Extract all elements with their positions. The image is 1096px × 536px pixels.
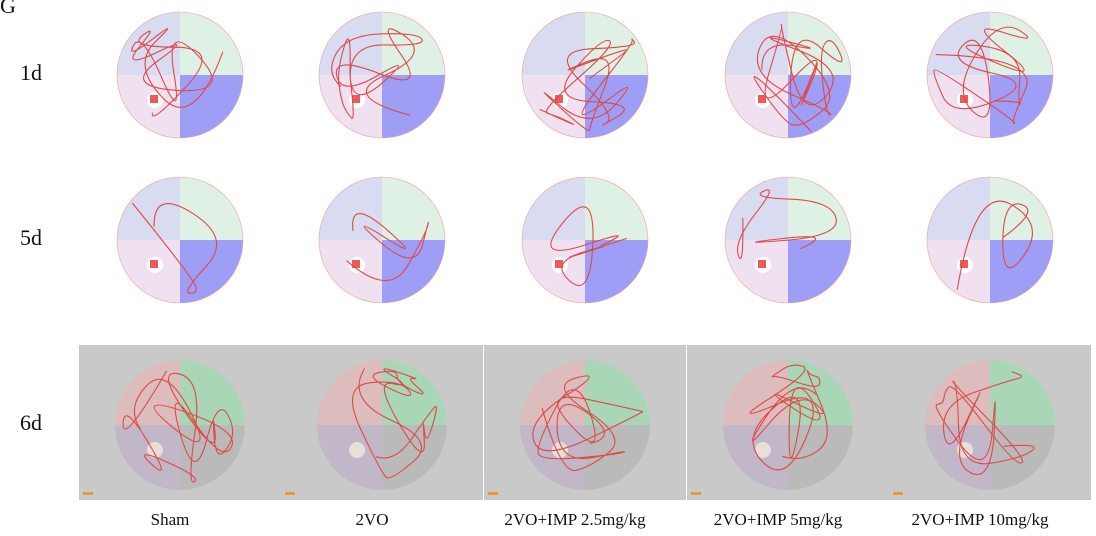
- quadrant: [788, 12, 851, 75]
- column-label: 2VO+IMP 5mg/kg: [714, 510, 843, 529]
- quadrant: [990, 177, 1053, 240]
- column-label: 2VO+IMP 2.5mg/kg: [504, 510, 646, 529]
- maze-cell: [117, 12, 243, 138]
- maze-cell: [725, 177, 851, 303]
- row-label: 6d: [20, 410, 42, 435]
- quadrants: [927, 177, 1053, 303]
- maze-cell: [117, 177, 243, 303]
- quadrant: [180, 75, 243, 138]
- quadrant: [927, 12, 990, 75]
- quadrant: [180, 12, 243, 75]
- quadrant: [788, 177, 851, 240]
- maze-cell: [725, 12, 851, 138]
- maze-cell: [319, 12, 445, 138]
- scale-bar: [488, 492, 498, 495]
- quadrant: [522, 75, 585, 138]
- scale-bar: [691, 492, 701, 495]
- quadrant: [725, 240, 788, 303]
- column-label: Sham: [151, 510, 190, 529]
- quadrants: [520, 360, 650, 490]
- figure: G 1d 5d 6d Sham 2VO 2VO+IMP 2.5mg/kg 2VO+IMP 5…: [0, 0, 1096, 536]
- panel-label: G: [0, 0, 16, 18]
- row-label: 5d: [20, 225, 42, 250]
- quadrants: [925, 360, 1055, 490]
- quadrant: [382, 240, 445, 303]
- maze-cell: [522, 12, 648, 138]
- quadrant: [522, 12, 585, 75]
- quadrant: [117, 177, 180, 240]
- quadrant: [522, 177, 585, 240]
- quadrants: [117, 12, 243, 138]
- quadrant: [382, 75, 445, 138]
- quadrant: [725, 177, 788, 240]
- column-label: 2VO+IMP 10mg/kg: [912, 510, 1049, 529]
- maze-cell: [687, 345, 889, 500]
- platform-marker: [150, 260, 158, 268]
- page: G 1d 5d 6d Sham 2VO 2VO+IMP 2.5mg/kg 2VO+IMP 5…: [0, 0, 1096, 536]
- quadrant: [117, 12, 180, 75]
- platform-marker: [758, 260, 766, 268]
- quadrants: [115, 360, 245, 490]
- platform-marker: [758, 95, 766, 103]
- quadrant: [788, 240, 851, 303]
- maze-cell: [889, 345, 1091, 500]
- row-label: 1d: [20, 60, 42, 85]
- maze-cell: [522, 177, 648, 303]
- scale-bar: [893, 492, 903, 495]
- maze-cell: [281, 345, 483, 500]
- quadrants: [522, 12, 648, 138]
- platform-marker: [150, 95, 158, 103]
- quadrant: [319, 240, 382, 303]
- quadrant: [319, 177, 382, 240]
- maze-cell: [79, 345, 281, 500]
- quadrants: [319, 177, 445, 303]
- quadrant: [927, 177, 990, 240]
- scale-bar: [83, 492, 93, 495]
- quadrant: [585, 75, 648, 138]
- quadrant: [788, 75, 851, 138]
- platform: [349, 442, 365, 458]
- column-label: 2VO: [355, 510, 388, 529]
- maze-cell: [319, 177, 445, 303]
- quadrant: [382, 177, 445, 240]
- quadrant: [725, 75, 788, 138]
- quadrant: [725, 12, 788, 75]
- quadrant: [585, 12, 648, 75]
- quadrant: [990, 75, 1053, 138]
- quadrant: [585, 177, 648, 240]
- quadrants: [117, 177, 243, 303]
- quadrant: [382, 12, 445, 75]
- quadrant: [990, 240, 1053, 303]
- maze-cell: [927, 12, 1053, 138]
- maze-cell: [484, 345, 686, 500]
- quadrant: [117, 240, 180, 303]
- maze-cell: [927, 177, 1053, 303]
- quadrant: [927, 240, 990, 303]
- scale-bar: [285, 492, 295, 495]
- quadrants: [522, 177, 648, 303]
